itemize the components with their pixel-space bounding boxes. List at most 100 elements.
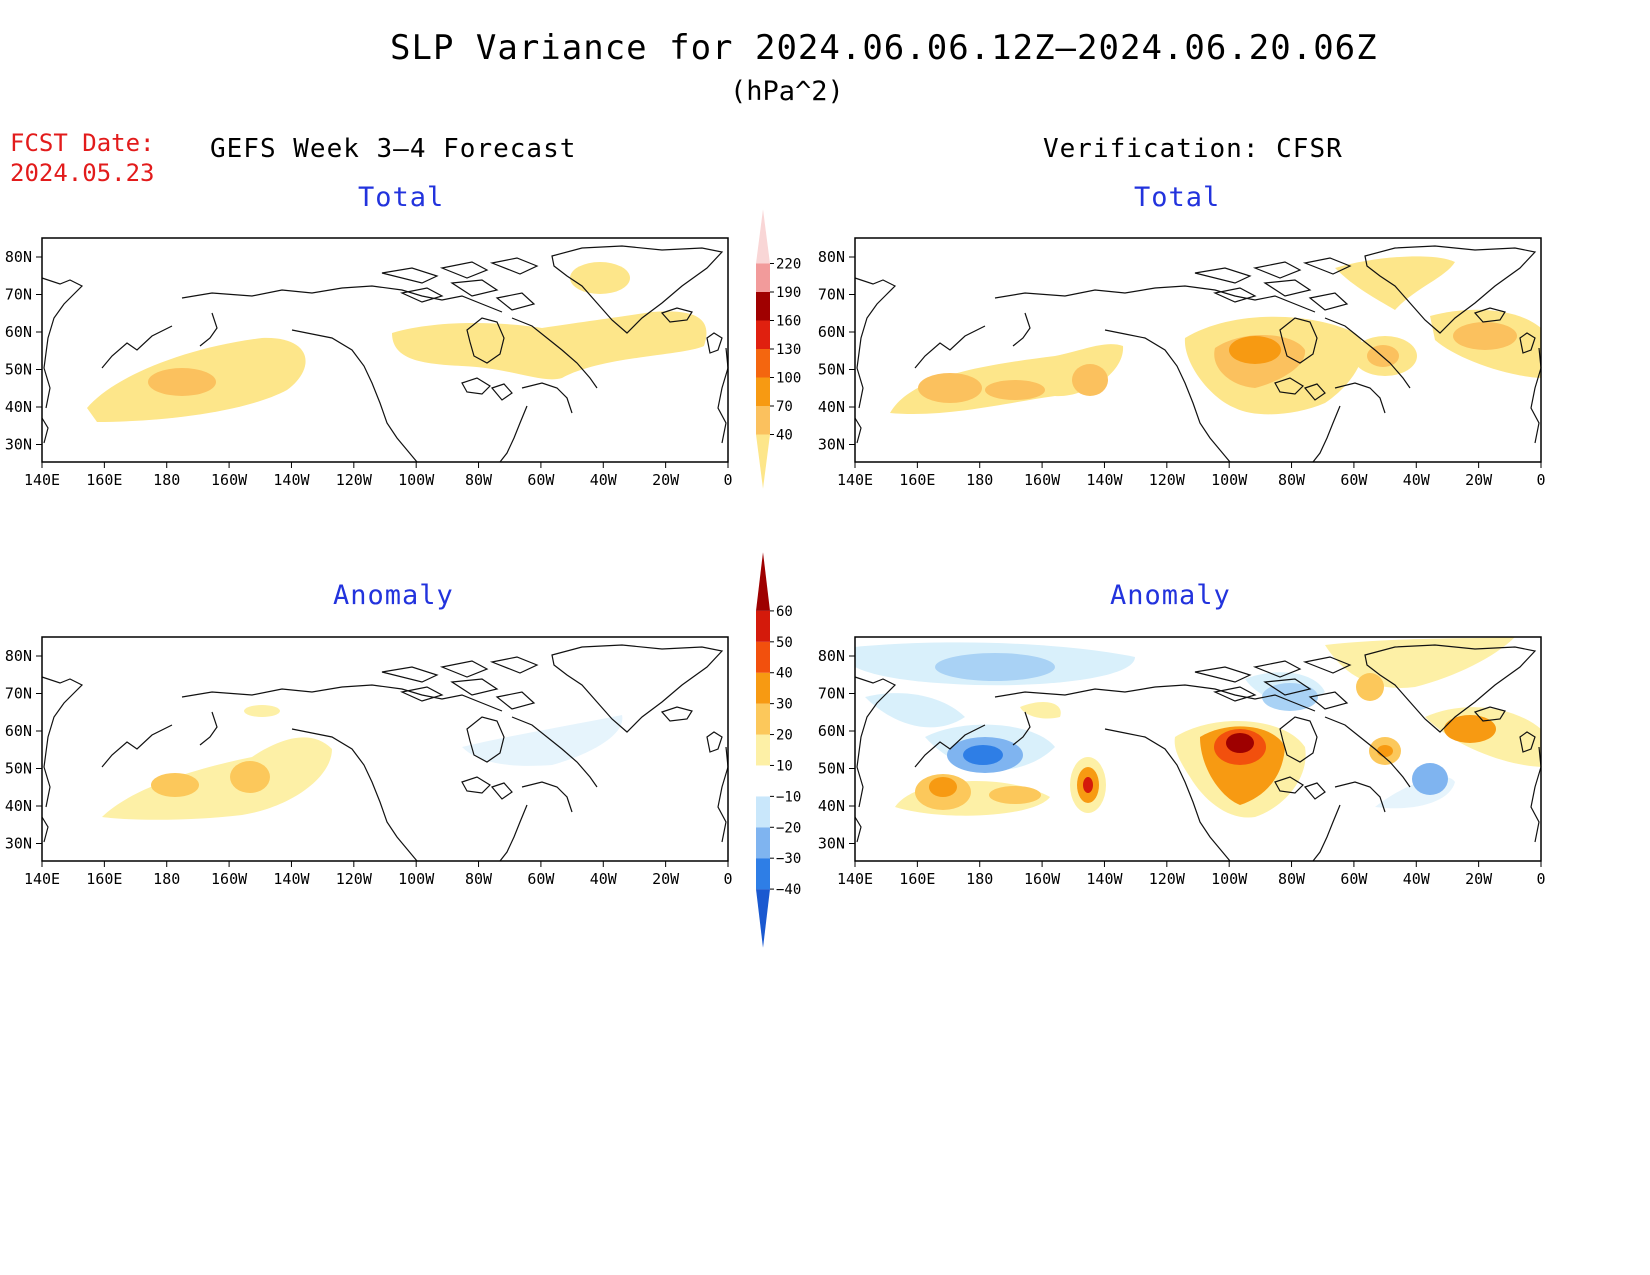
lat-label: 40N: [5, 398, 32, 416]
lat-label: 30N: [5, 436, 32, 454]
units-label: (hPa^2): [730, 76, 844, 107]
lon-label: 140E: [24, 870, 60, 888]
lat-label: 70N: [818, 286, 845, 304]
lon-label: 160E: [86, 870, 122, 888]
lat-label: 70N: [5, 286, 32, 304]
colorbar-label: 130: [776, 342, 801, 358]
lon-label: 20W: [1465, 870, 1493, 888]
colorbar-swatch: [756, 552, 770, 611]
lon-label: 120W: [336, 870, 373, 888]
colorbar-swatch: [756, 349, 770, 378]
panel-tl-map: [41, 237, 729, 463]
lon-label: 0: [1536, 870, 1545, 888]
right-heading: Verification: CFSR: [1043, 134, 1343, 164]
panel-br-title: Anomaly: [1110, 580, 1231, 611]
panel-tr-map: [854, 237, 1542, 463]
lon-label: 0: [723, 471, 732, 489]
colorbar-swatch: [756, 734, 770, 766]
lon-label: 40W: [1403, 471, 1431, 489]
lat-label: 80N: [5, 248, 32, 266]
colorbar-swatch: [756, 827, 770, 859]
lon-label: 20W: [1465, 471, 1493, 489]
fcst-date: 2024.05.23: [10, 159, 155, 187]
lat-label: 60N: [818, 722, 845, 740]
lon-label: 80W: [465, 471, 493, 489]
colorbar-total: 40 70 100 130 160 190 220: [756, 209, 801, 489]
lon-label: 160W: [1024, 471, 1061, 489]
lon-label: 140E: [837, 471, 873, 489]
panel-tl-title: Total: [358, 182, 445, 213]
panel-tr-title: Total: [1134, 182, 1221, 213]
lat-label: 70N: [818, 685, 845, 703]
lon-label: 180: [153, 471, 180, 489]
colorbar-swatch: [756, 858, 770, 890]
lat-label: 60N: [5, 722, 32, 740]
colorbar-label: −10: [776, 789, 801, 805]
lon-label: 120W: [336, 471, 373, 489]
lat-label: 30N: [818, 835, 845, 853]
left-heading: GEFS Week 3–4 Forecast: [210, 134, 577, 164]
lon-label: 180: [153, 870, 180, 888]
colorbar-label: −40: [776, 882, 801, 898]
lon-label: 20W: [652, 870, 680, 888]
lon-label: 140W: [1086, 471, 1123, 489]
colorbar-swatch: [756, 889, 770, 948]
main-title: SLP Variance for 2024.06.06.12Z–2024.06.…: [390, 28, 1378, 68]
lon-label: 60W: [527, 870, 555, 888]
lon-label: 40W: [590, 870, 618, 888]
colorbar-swatch: [756, 610, 770, 642]
colorbar-swatch: [756, 209, 770, 264]
lon-label: 40W: [590, 471, 618, 489]
lon-label: 100W: [1211, 870, 1248, 888]
panel-bl-map: [41, 636, 729, 862]
lon-label: 80W: [1278, 471, 1306, 489]
lon-label: 100W: [398, 870, 435, 888]
colorbar-label: 190: [776, 285, 801, 301]
colorbar-label: 60: [776, 604, 793, 620]
lat-label: 70N: [5, 685, 32, 703]
colorbar-swatch: [756, 406, 770, 435]
lat-label: 80N: [818, 248, 845, 266]
colorbar-label: 30: [776, 697, 793, 713]
lon-label: 140E: [837, 870, 873, 888]
lon-label: 140W: [1086, 870, 1123, 888]
lat-label: 40N: [5, 797, 32, 815]
lat-label: 60N: [818, 323, 845, 341]
lat-label: 50N: [818, 361, 845, 379]
colorbar-swatch: [756, 377, 770, 406]
colorbar-label: 20: [776, 728, 793, 744]
lon-label: 40W: [1403, 870, 1431, 888]
colorbar-swatch: [756, 434, 770, 489]
lon-label: 0: [723, 870, 732, 888]
lat-label: 60N: [5, 323, 32, 341]
lon-label: 60W: [1340, 870, 1368, 888]
lat-label: 40N: [818, 797, 845, 815]
lon-label: 20W: [652, 471, 680, 489]
colorbar-label: −20: [776, 820, 801, 836]
lon-label: 80W: [465, 870, 493, 888]
lon-label: 140W: [273, 870, 310, 888]
colorbar-swatch: [756, 703, 770, 735]
panel-br-map: [854, 636, 1542, 862]
colorbar-swatch: [756, 672, 770, 704]
colorbar-swatch: [756, 765, 770, 797]
colorbar-swatch: [756, 292, 770, 321]
lon-label: 160E: [899, 870, 935, 888]
colorbar-swatch: [756, 263, 770, 292]
colorbar-label: 220: [776, 257, 801, 273]
lat-label: 30N: [5, 835, 32, 853]
lon-label: 140E: [24, 471, 60, 489]
colorbar-label: 50: [776, 635, 793, 651]
lon-label: 100W: [398, 471, 435, 489]
lat-label: 50N: [818, 760, 845, 778]
lon-label: 80W: [1278, 870, 1306, 888]
lon-label: 0: [1536, 471, 1545, 489]
fcst-label: FCST Date:: [10, 129, 155, 157]
colorbar-label: −30: [776, 851, 801, 867]
lon-label: 60W: [527, 471, 555, 489]
lon-label: 120W: [1149, 471, 1186, 489]
colorbar-label: 100: [776, 371, 801, 387]
colorbar-label: 40: [776, 666, 793, 682]
lat-label: 40N: [818, 398, 845, 416]
